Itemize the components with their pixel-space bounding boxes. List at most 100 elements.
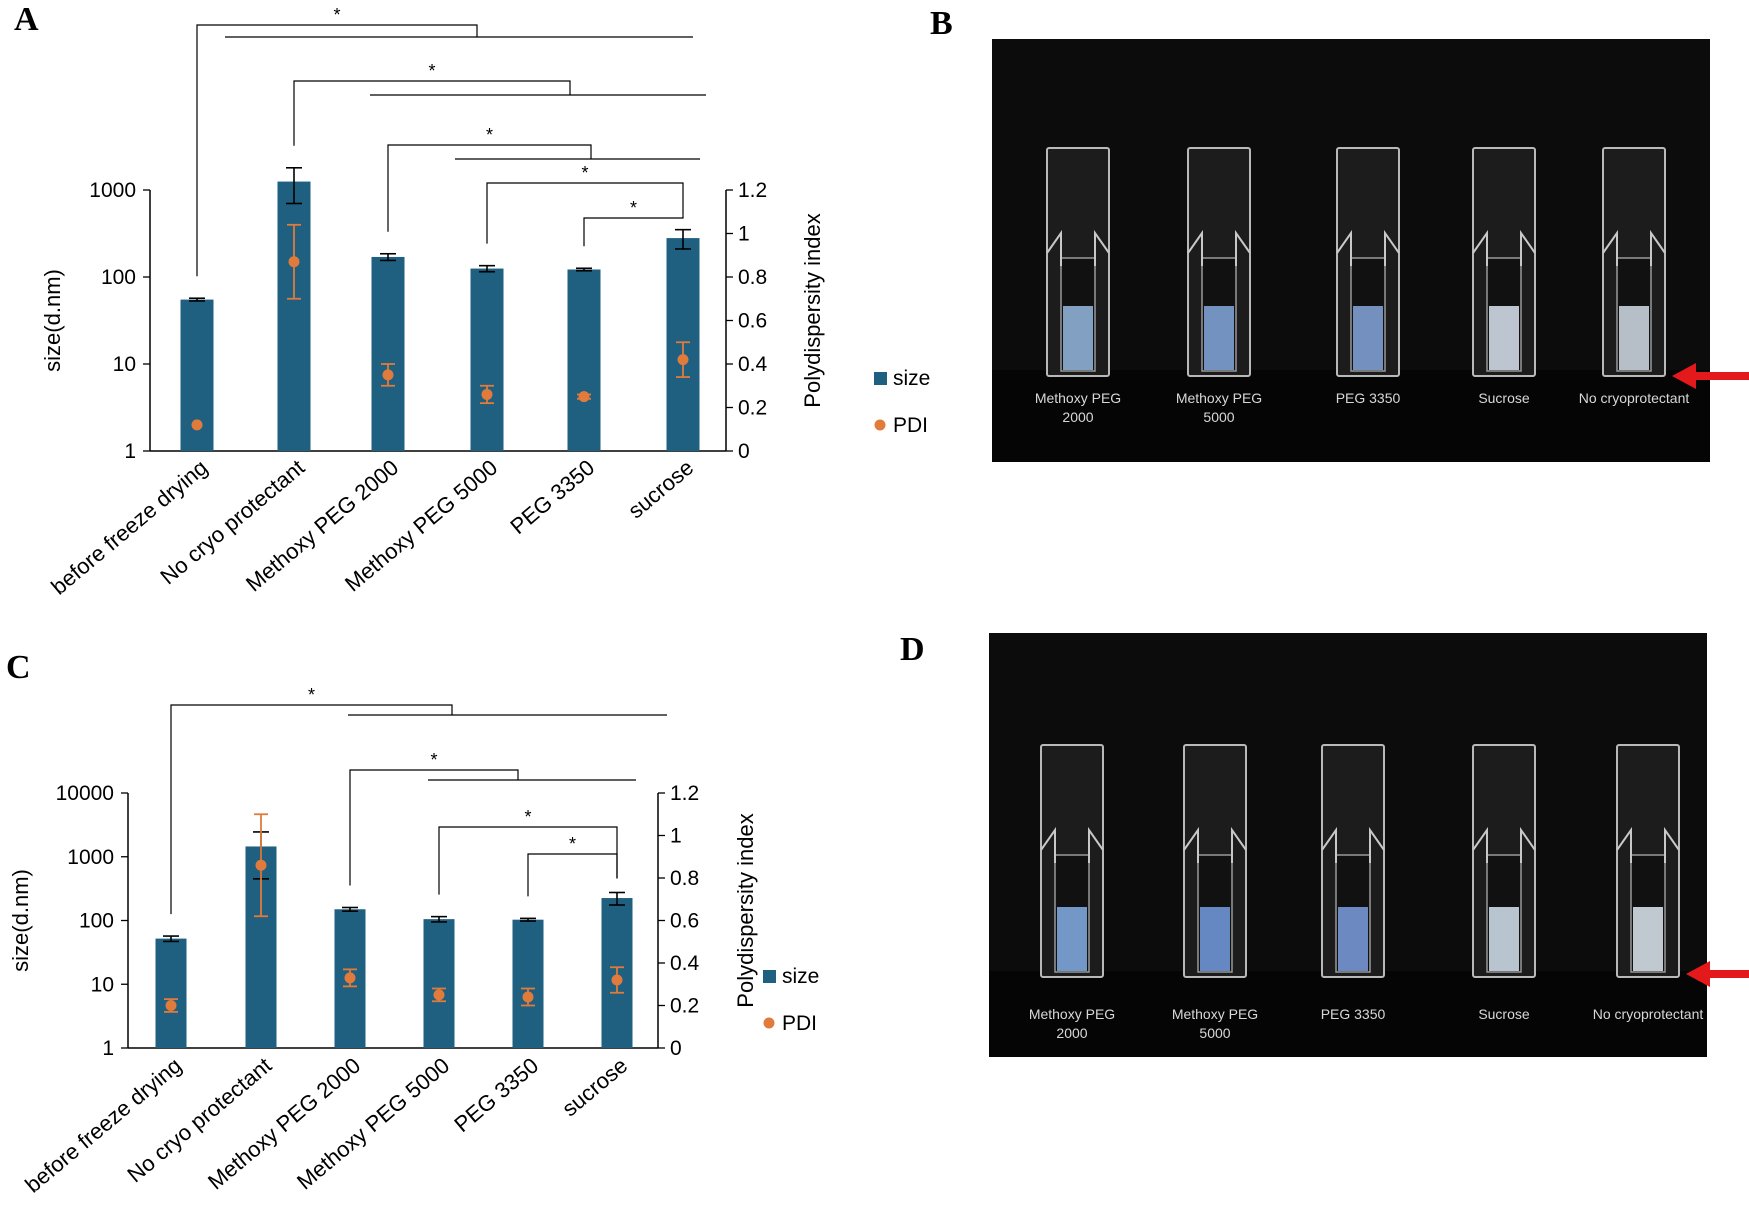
y-tick-label: 1000 bbox=[89, 179, 136, 202]
y2-tick-label: 1.2 bbox=[670, 782, 699, 805]
legend-size-label: size bbox=[782, 965, 819, 988]
legend-pdi-label: PDI bbox=[893, 414, 928, 437]
y-tick-label: 1000 bbox=[67, 846, 114, 869]
significance-bracket bbox=[527, 853, 618, 897]
significance-star: * bbox=[430, 750, 437, 770]
chart-a: 1 10 100 1000 0 0.2 0.4 0.6 0.8 1 1.2 size(d.nm) Pol… bbox=[40, 5, 930, 600]
legend-pdi-label: PDI bbox=[782, 1012, 817, 1035]
size-bar bbox=[470, 268, 504, 451]
cuvette-notch bbox=[1472, 826, 1488, 863]
red-arrow-head bbox=[1686, 961, 1710, 987]
y2-tick-label: 0.8 bbox=[670, 867, 699, 890]
cuvette-label: PEG 3350 bbox=[1336, 390, 1401, 406]
cuvette-label: 2000 bbox=[1056, 1025, 1087, 1041]
cuvette-notch bbox=[1231, 826, 1247, 863]
size-bar bbox=[512, 919, 544, 1048]
cuvette-label: Methoxy PEG bbox=[1035, 390, 1121, 406]
cuvette-notch bbox=[1520, 826, 1536, 863]
significance-star: * bbox=[428, 61, 435, 81]
significance-star: * bbox=[630, 198, 637, 218]
cuvette-liquid bbox=[1204, 306, 1234, 370]
y-axis-title: size(d.nm) bbox=[40, 269, 65, 372]
y2-tick-label: 0.2 bbox=[670, 995, 699, 1018]
category-label: before freeze drying bbox=[20, 1053, 186, 1198]
cuvette-notch bbox=[1336, 229, 1352, 266]
y2-tick-label: 0.4 bbox=[670, 952, 700, 975]
category-label: sucrose bbox=[557, 1053, 632, 1122]
y2-axis-title: Polydispersity index bbox=[733, 813, 758, 1007]
panel-label-c: C bbox=[6, 649, 31, 686]
pdi-point bbox=[481, 388, 493, 400]
y-tick-label: 10 bbox=[91, 973, 114, 996]
cuvette-notch bbox=[1046, 229, 1062, 266]
size-bar bbox=[567, 269, 601, 451]
cuvette-label: Sucrose bbox=[1478, 390, 1530, 406]
y-tick-label: 10000 bbox=[56, 782, 114, 805]
y2-tick-label: 0.2 bbox=[738, 397, 767, 420]
cuvette-notch bbox=[1369, 826, 1385, 863]
cuvette-notch bbox=[1520, 229, 1536, 266]
y2-tick-label: 1 bbox=[738, 223, 750, 246]
y2-tick-label: 0 bbox=[670, 1037, 682, 1060]
category-label: PEG 3350 bbox=[449, 1053, 543, 1137]
pdi-point bbox=[578, 391, 590, 403]
category-label: sucrose bbox=[623, 455, 698, 524]
cuvette-label: 5000 bbox=[1199, 1025, 1230, 1041]
y-tick-label: 10 bbox=[113, 353, 136, 376]
chart-c: 1 10 100 1000 10000 0 0.2 0.4 0.6 0.8 1 1.2 size(d.n… bbox=[8, 685, 819, 1198]
size-bar bbox=[277, 181, 311, 451]
cuvette-label: No cryoprotectant bbox=[1579, 390, 1690, 406]
cuvette-label: 2000 bbox=[1062, 409, 1093, 425]
cuvette-notch bbox=[1187, 229, 1203, 266]
y2-tick-label: 0.4 bbox=[738, 353, 768, 376]
cuvette-notch bbox=[1616, 826, 1632, 863]
cuvette-notch bbox=[1094, 229, 1110, 266]
cuvette-notch bbox=[1650, 229, 1666, 266]
size-bar bbox=[155, 938, 187, 1048]
significance-star: * bbox=[486, 125, 493, 145]
significance-star: * bbox=[524, 807, 531, 827]
cuvette-liquid bbox=[1200, 907, 1230, 971]
y-axis-title: size(d.nm) bbox=[8, 869, 33, 972]
y2-axis-title: Polydispersity index bbox=[800, 213, 825, 407]
category-label: before freeze drying bbox=[46, 455, 212, 600]
table-surface bbox=[992, 370, 1710, 462]
significance-bracket bbox=[387, 144, 592, 232]
y2-tick-label: 1.2 bbox=[738, 179, 767, 202]
y2-tick-label: 0.8 bbox=[738, 266, 767, 289]
cuvette-notch bbox=[1602, 229, 1618, 266]
cuvette-liquid bbox=[1633, 907, 1663, 971]
cuvette-notch bbox=[1235, 229, 1251, 266]
significance-bracket bbox=[583, 215, 684, 247]
significance-bracket bbox=[170, 704, 453, 915]
table-surface bbox=[989, 971, 1707, 1057]
pdi-point bbox=[522, 991, 534, 1003]
cuvette-notch bbox=[1040, 826, 1056, 863]
significance-star: * bbox=[308, 685, 315, 705]
y2-tick-label: 0.6 bbox=[738, 310, 767, 333]
legend-size-label: size bbox=[893, 367, 930, 390]
cuvette-liquid bbox=[1489, 306, 1519, 370]
legend-size-swatch bbox=[874, 372, 887, 385]
photo-b: Methoxy PEG 2000 Methoxy PEG 5000 PEG 3350 Su… bbox=[992, 39, 1749, 462]
y-tick-label: 100 bbox=[101, 266, 136, 289]
category-label: PEG 3350 bbox=[505, 455, 599, 539]
pdi-point bbox=[191, 419, 203, 431]
legend-pdi-swatch bbox=[763, 1017, 775, 1029]
cuvette-notch bbox=[1664, 826, 1680, 863]
cuvette-liquid bbox=[1619, 306, 1649, 370]
pdi-point bbox=[288, 256, 300, 268]
pdi-point bbox=[611, 974, 623, 986]
size-bar bbox=[371, 256, 405, 451]
significance-bracket bbox=[438, 826, 618, 895]
cuvette-label: Methoxy PEG bbox=[1176, 390, 1262, 406]
cuvette-liquid bbox=[1063, 306, 1093, 370]
y-tick-label: 1 bbox=[102, 1037, 114, 1060]
cuvette-liquid bbox=[1338, 907, 1368, 971]
cuvette-notch bbox=[1384, 229, 1400, 266]
y2-tick-label: 0 bbox=[738, 440, 750, 463]
cuvette-notch bbox=[1088, 826, 1104, 863]
cuvette-liquid bbox=[1489, 907, 1519, 971]
cuvette-label: No cryoprotectant bbox=[1593, 1006, 1704, 1022]
